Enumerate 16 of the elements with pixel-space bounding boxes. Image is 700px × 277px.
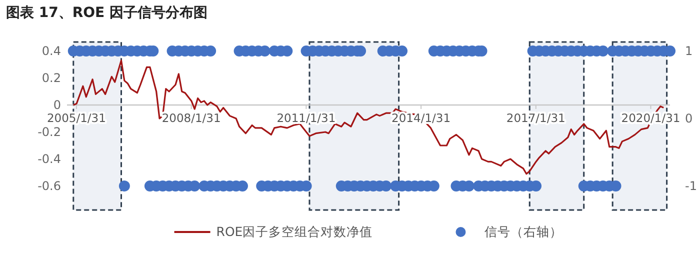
y-tick-label: 0.2 <box>42 71 61 85</box>
x-tick-label: 2011/1/31 <box>276 111 336 125</box>
y2-tick-label: 1 <box>685 44 693 58</box>
legend-label: 信号（右轴） <box>484 224 563 239</box>
y-tick-label: 0 <box>53 98 61 112</box>
legend-label: ROE因子多空组合对数净值 <box>216 224 373 239</box>
y2-tick-label: -1 <box>685 179 697 193</box>
y-tick-label: -0.2 <box>38 125 61 139</box>
chart-title: 图表 17、ROE 因子信号分布图 <box>6 5 208 21</box>
y-tick-label: -0.4 <box>38 152 61 166</box>
x-tick-label: 2017/1/31 <box>506 111 566 125</box>
x-tick-label: 2005/1/31 <box>46 111 106 125</box>
x-tick-label: 2008/1/31 <box>162 111 221 125</box>
y-tick-label: 0.4 <box>42 44 61 58</box>
y2-tick-label: 0 <box>685 112 693 126</box>
y-tick-label: -0.6 <box>38 179 61 193</box>
